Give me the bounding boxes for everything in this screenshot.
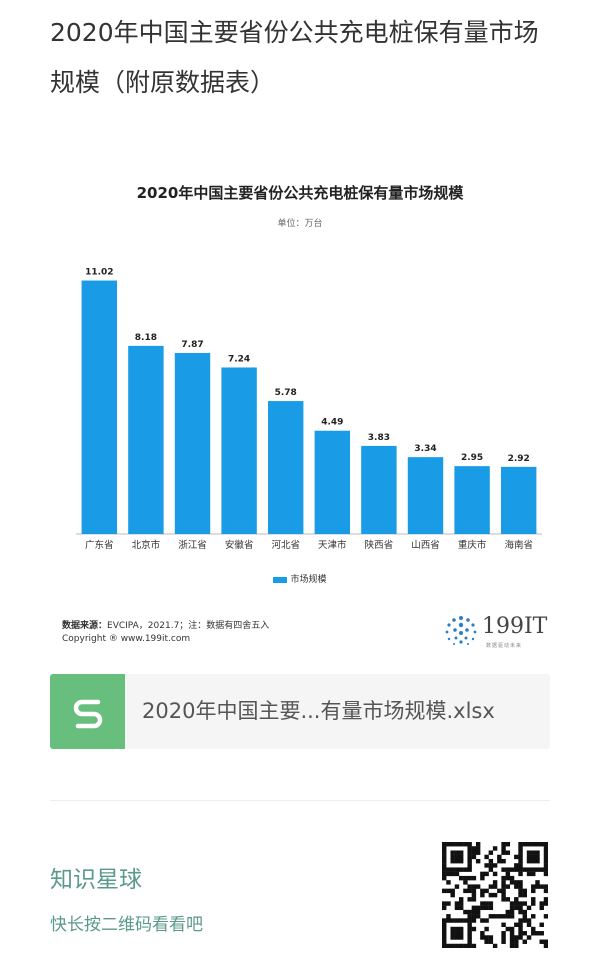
x-tick-label-4: 河北省 [271, 539, 300, 551]
bar-6 [361, 445, 397, 534]
bar-5 [314, 430, 351, 534]
x-tick-label-6: 陕西省 [365, 539, 394, 551]
x-tick-label-3: 安徽省 [225, 539, 254, 551]
promo-title: 知识星球 [50, 867, 142, 893]
divider [50, 800, 550, 801]
x-tick-label-2: 浙江省 [178, 539, 207, 551]
attachment-file-card[interactable]: 2020年中国主要...有量市场规模.xlsx [50, 674, 550, 749]
copyright-line: Copyright ® www.199it.com [62, 634, 191, 644]
x-tick-label-8: 重庆市 [458, 539, 487, 551]
source-text: EVCIPA，2021.7；注：数据有四舍五入 [107, 621, 270, 631]
bar-chart: 11.02 广东省 8.18 北京市 7.87 浙江省 7.24 安徽省 5.78 河北省 4.49… [76, 268, 542, 551]
bar-1 [128, 345, 164, 534]
qr-code[interactable] [442, 842, 548, 948]
bar-3 [221, 367, 257, 534]
logo-subtitle: 数据驱动未来 [486, 643, 523, 649]
article-title: 2020年中国主要省份公共充电桩保有量市场规模（附原数据表） [50, 18, 539, 97]
bar-value-label-1: 8.18 [135, 333, 157, 343]
x-tick-label-0: 广东省 [85, 539, 114, 551]
bar-4 [267, 401, 304, 534]
chart-title: 2020年中国主要省份公共充电桩保有量市场规模 [136, 184, 464, 202]
file-name: 2020年中国主要...有量市场规模.xlsx [142, 699, 495, 723]
bar-value-label-9: 2.92 [508, 454, 530, 464]
chart-image: 2020年中国主要省份公共充电桩保有量市场规模 单位：万台 11.02 广东省 8.… [50, 168, 550, 664]
x-tick-label-5: 天津市 [318, 539, 347, 551]
chart-legend: 市场规模 [50, 572, 550, 585]
bar-8 [454, 466, 490, 534]
x-tick-label-9: 海南省 [504, 539, 533, 551]
legend-label: 市场规模 [290, 575, 327, 585]
bar-value-label-4: 5.78 [275, 388, 297, 398]
spreadsheet-s-icon [50, 674, 125, 749]
bar-value-label-5: 4.49 [321, 418, 343, 428]
bar-value-label-7: 3.34 [414, 444, 436, 454]
bar-0 [81, 280, 118, 534]
bar-9 [500, 466, 537, 534]
bar-value-label-8: 2.95 [461, 453, 483, 463]
source-line: 数据来源：EVCIPA，2021.7；注：数据有四舍五入 [62, 618, 269, 631]
bar-value-label-6: 3.83 [368, 433, 390, 443]
promo-subtitle: 快长按二维码看看吧 [50, 915, 203, 935]
bar-7 [407, 457, 444, 534]
bar-2 [174, 352, 211, 534]
bar-value-label-2: 7.87 [181, 340, 203, 350]
legend-swatch [273, 576, 288, 583]
chart-unit-label: 单位：万台 [277, 219, 323, 229]
199it-logo: 199IT 数据驱动未来 [442, 614, 552, 654]
x-tick-label-1: 北京市 [132, 539, 161, 551]
logo-dots-icon [445, 616, 477, 645]
bar-value-label-0: 11.02 [85, 268, 113, 278]
bar-value-label-3: 7.24 [228, 354, 250, 364]
x-tick-label-7: 山西省 [411, 539, 440, 551]
source-label: 数据来源： [62, 621, 108, 631]
logo-text: 199IT [482, 614, 548, 639]
